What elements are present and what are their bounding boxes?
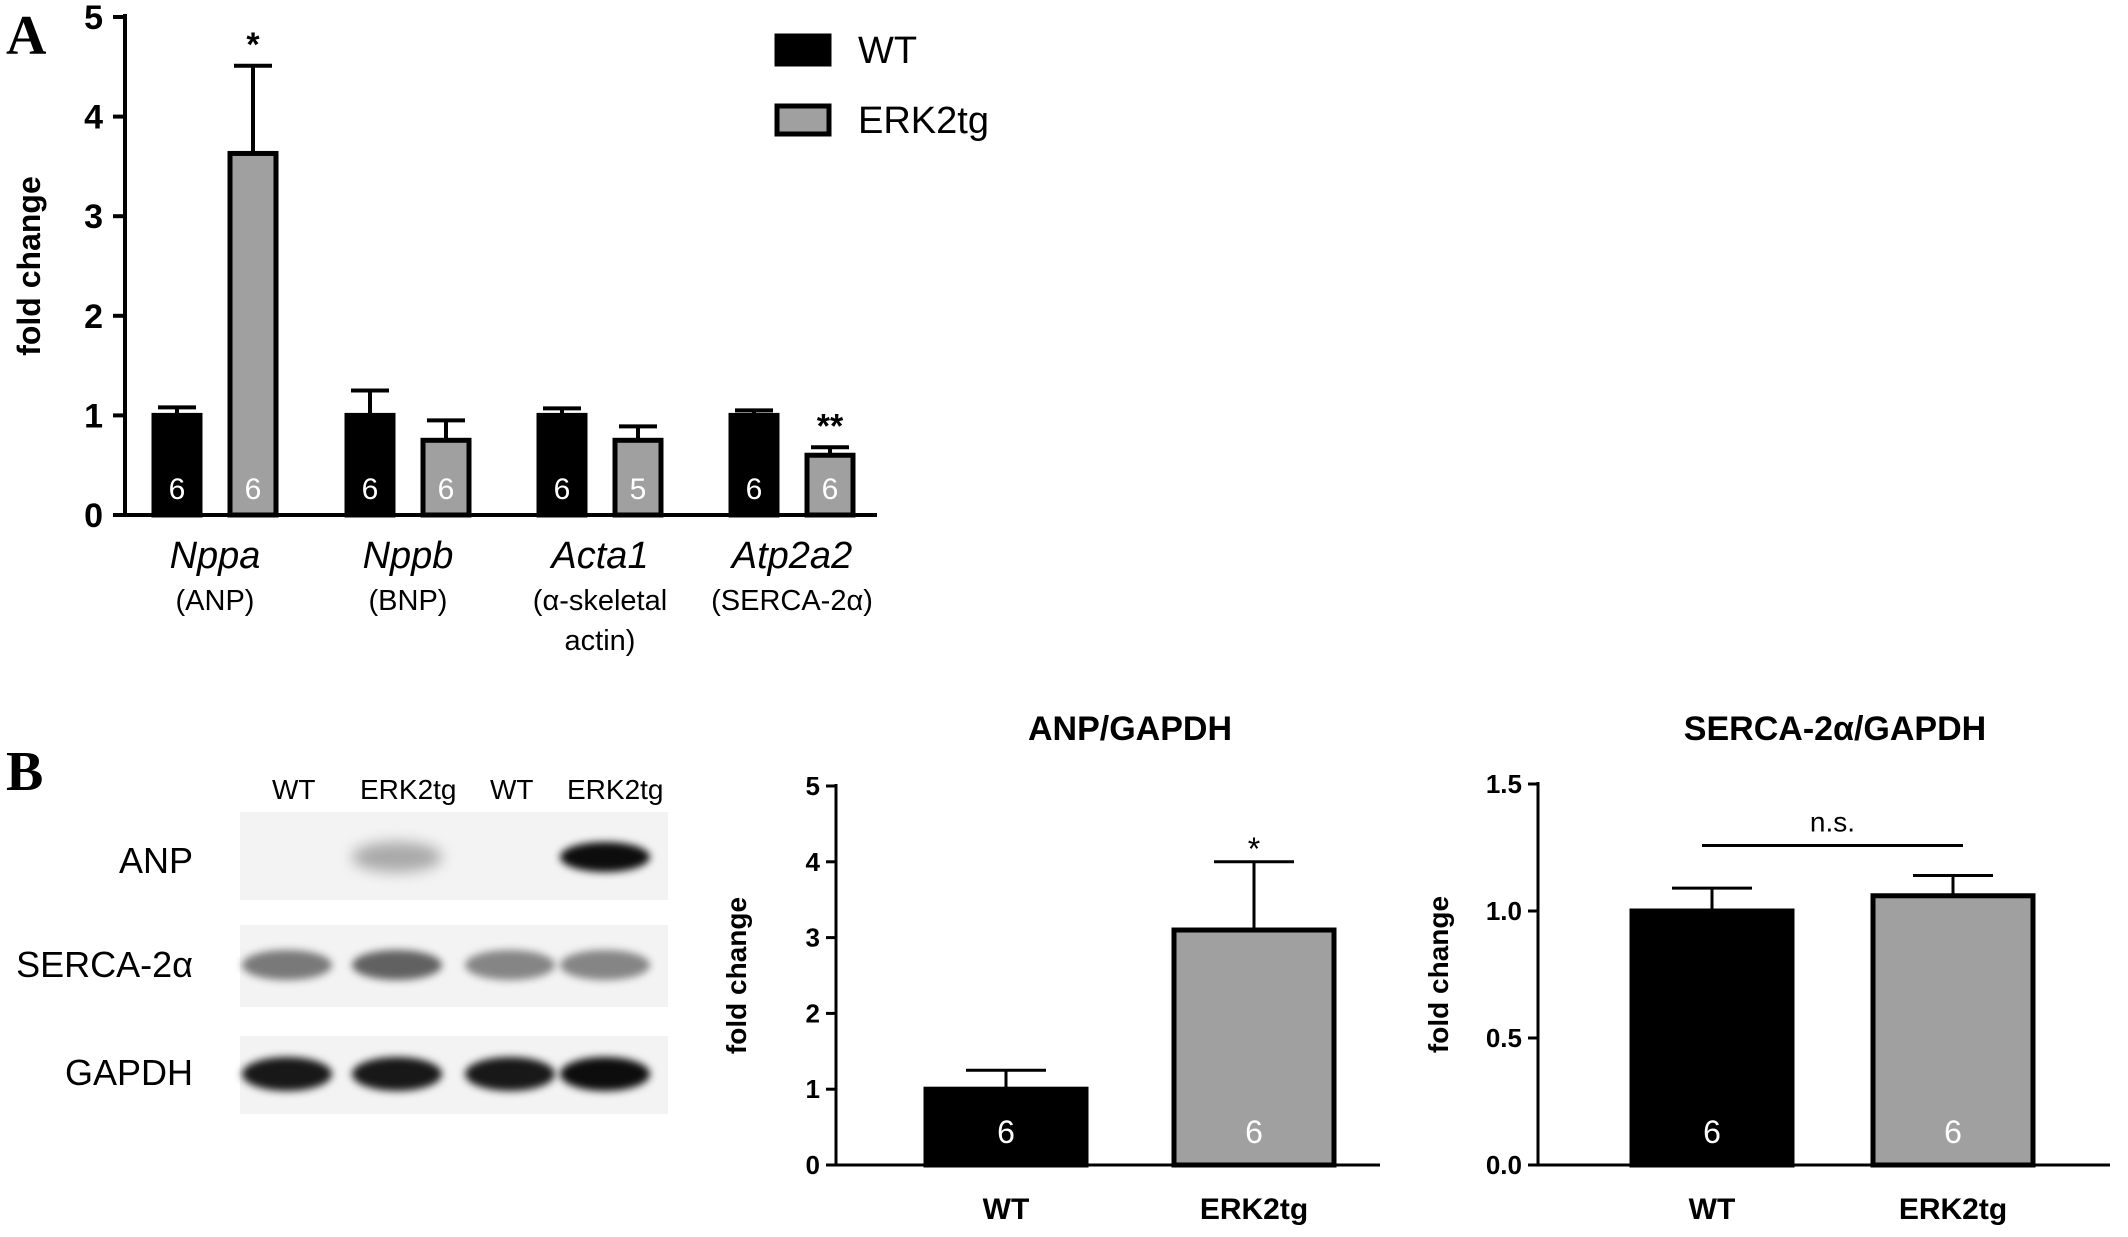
- anp-chart-significance-marker: *: [1248, 831, 1260, 867]
- bar-n-label: 6: [822, 473, 839, 506]
- serca-chart-y-tick-label: 0.0: [1486, 1150, 1522, 1180]
- anp-chart-y-tick-label: 4: [806, 847, 821, 877]
- y-axis-label: fold change: [11, 176, 47, 356]
- significance-marker: *: [246, 26, 260, 64]
- bar-erk2tg-nppb: [420, 437, 472, 518]
- legend-label-erk2tg: ERK2tg: [858, 100, 989, 142]
- category-protein-label: (α-skeletal: [533, 585, 667, 617]
- category-protein-label: actin): [565, 625, 636, 657]
- bar-wt-nppa: [151, 412, 203, 518]
- y-tick-label: 2: [84, 298, 103, 336]
- legend-swatch-erk2tg: [774, 103, 832, 137]
- blot-row-label-serca: SERCA-2α: [16, 944, 193, 985]
- serca-chart-y-tick-label: 1.5: [1486, 769, 1522, 799]
- anp-chart-x-tick-label: ERK2tg: [1200, 1193, 1308, 1226]
- blot-band: [465, 1057, 555, 1091]
- serca-chart-y-tick-label: 1.0: [1486, 896, 1522, 926]
- blot-band: [242, 950, 332, 980]
- western-blot: WT ERK2tg WT ERK2tg ANP SERCA-2α GAPDH: [0, 0, 680, 1237]
- serca-chart-bar-n-label: 6: [1944, 1114, 1962, 1150]
- bar-wt-atp2a2: [728, 412, 780, 518]
- category-protein-label: (ANP): [176, 585, 255, 617]
- category-gene-label: Nppa: [170, 535, 261, 577]
- bar-n-label: 5: [630, 473, 647, 506]
- blot-lane-label-4: ERK2tg: [567, 774, 664, 805]
- blot-band: [352, 1057, 442, 1091]
- serca-chart-title: SERCA-2α/GAPDH: [1684, 710, 1986, 748]
- panel-letter-a: A: [6, 5, 47, 67]
- category-gene-label: Atp2a2: [730, 535, 852, 577]
- panel-letter-b: B: [6, 741, 44, 803]
- anp-chart-y-tick-label: 1: [806, 1074, 820, 1104]
- anp-chart-bar-n-label: 6: [997, 1114, 1015, 1150]
- serca-chart-bar-erk2tg: [1870, 893, 2036, 1168]
- blot-lane-label-1: WT: [272, 774, 316, 805]
- bar-erk2tg-atp2a2: [804, 452, 856, 518]
- bar-n-label: 6: [169, 473, 186, 506]
- blot-lane-label-3: WT: [490, 774, 534, 805]
- y-tick-label: 0: [84, 497, 103, 535]
- blot-band: [352, 950, 442, 980]
- serca-chart-bar-wt: [1629, 908, 1795, 1168]
- blot-band: [560, 842, 650, 872]
- significance-marker: **: [817, 407, 844, 445]
- category-protein-label: (BNP): [369, 585, 448, 617]
- blot-band: [242, 1057, 332, 1091]
- anp-chart-y-tick-label: 2: [806, 998, 820, 1028]
- blot-band: [560, 950, 650, 980]
- category-gene-label: Acta1: [549, 535, 648, 577]
- legend-label-wt: WT: [858, 30, 917, 72]
- serca-chart-bar-n-label: 6: [1703, 1114, 1721, 1150]
- bar-n-label: 6: [554, 473, 571, 506]
- blot-lane-label-2: ERK2tg: [360, 774, 457, 805]
- anp-chart-y-tick-label: 5: [806, 771, 820, 801]
- serca-chart-bracket-label: n.s.: [1810, 806, 1855, 837]
- anp-chart-title: ANP/GAPDH: [1028, 710, 1232, 748]
- bar-erk2tg-nppa: [227, 150, 279, 518]
- bar-wt-acta1: [536, 412, 588, 518]
- bar-erk2tg-acta1: [612, 437, 664, 518]
- blot-row-label-anp: ANP: [118, 840, 193, 881]
- anp-chart-y-tick-label: 0: [806, 1150, 820, 1180]
- y-tick-label: 4: [84, 99, 103, 137]
- category-gene-label: Nppb: [363, 535, 454, 577]
- anp-chart-y-tick-label: 3: [806, 923, 820, 953]
- y-tick-label: 5: [84, 0, 103, 37]
- serca-chart-x-tick-label: ERK2tg: [1899, 1193, 2007, 1226]
- serca-chart-x-tick-label: WT: [1689, 1193, 1736, 1226]
- anp-chart-bar-erk2tg: [1171, 927, 1337, 1168]
- anp-chart-x-tick-label: WT: [983, 1193, 1030, 1226]
- bar-n-label: 6: [746, 473, 763, 506]
- anp-chart-bar-n-label: 6: [1245, 1114, 1263, 1150]
- category-protein-label: (SERCA-2α): [711, 585, 873, 617]
- bar-n-label: 6: [438, 473, 455, 506]
- blot-band: [352, 842, 442, 872]
- serca-chart-y-tick-label: 0.5: [1486, 1023, 1522, 1053]
- anp-chart-bar-wt: [923, 1086, 1089, 1168]
- bar-wt-nppb: [344, 412, 396, 518]
- bar-n-label: 6: [362, 473, 379, 506]
- blot-band: [560, 1057, 650, 1091]
- legend-swatch-wt: [774, 33, 832, 67]
- blot-row-label-gapdh: GAPDH: [64, 1052, 193, 1093]
- y-tick-label: 1: [84, 397, 103, 435]
- y-tick-label: 3: [84, 198, 103, 236]
- anp-chart-y-axis-label: fold change: [721, 897, 752, 1054]
- blot-band: [465, 950, 555, 980]
- serca-chart-y-axis-label: fold change: [1423, 896, 1454, 1053]
- bar-n-label: 6: [245, 473, 262, 506]
